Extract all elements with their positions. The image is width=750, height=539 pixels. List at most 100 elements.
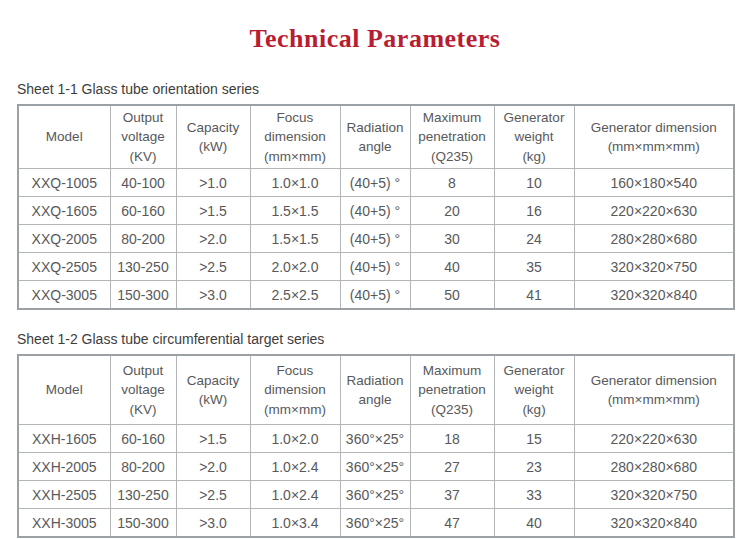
- table-cell: 280×280×680: [574, 453, 734, 481]
- table-row: XXH-1605 60-160 >1.5 1.0×2.0 360°×25° 18…: [18, 425, 734, 453]
- table-row: XXH-2005 80-200 >2.0 1.0×2.4 360°×25° 27…: [18, 453, 734, 481]
- table-cell: XXH-3005: [18, 509, 110, 538]
- table-cell: 360°×25°: [340, 425, 410, 453]
- table-cell: >2.0: [176, 225, 250, 253]
- header-model: Model: [18, 355, 110, 425]
- table-cell: XXH-1605: [18, 425, 110, 453]
- table-row: XXQ-2505 130-250 >2.5 2.0×2.0 (40+5) ° 4…: [18, 253, 734, 281]
- table-cell: 130-250: [110, 481, 176, 509]
- header-generator-dimension: Generator dimension (mm×mm×mm): [574, 355, 734, 425]
- table-cell: 60-160: [110, 425, 176, 453]
- table-cell: 8: [410, 169, 494, 197]
- table-row: XXH-3005 150-300 >3.0 1.0×3.4 360°×25° 4…: [18, 509, 734, 538]
- header-max-penetration: Maximum penetration (Q235): [410, 355, 494, 425]
- table-cell: 33: [494, 481, 574, 509]
- table-cell: >2.5: [176, 481, 250, 509]
- table-cell: 1.0×2.0: [250, 425, 340, 453]
- header-capacity: Capacity (kW): [176, 105, 250, 169]
- header-output-voltage: Output voltage (KV): [110, 355, 176, 425]
- glass-tube-circumferential-table: Model Output voltage (KV) Capacity (kW) …: [17, 354, 735, 538]
- table-cell: 320×320×840: [574, 281, 734, 310]
- table-row: XXQ-1005 40-100 >1.0 1.0×1.0 (40+5) ° 8 …: [18, 169, 734, 197]
- table-row: XXQ-2005 80-200 >2.0 1.5×1.5 (40+5) ° 30…: [18, 225, 734, 253]
- table-cell: 360°×25°: [340, 509, 410, 538]
- header-output-voltage: Output voltage (KV): [110, 105, 176, 169]
- table-cell: 1.0×2.4: [250, 453, 340, 481]
- table-cell: >1.5: [176, 197, 250, 225]
- table-cell: 1.0×3.4: [250, 509, 340, 538]
- table-cell: 320×320×840: [574, 509, 734, 538]
- table-cell: 1.5×1.5: [250, 197, 340, 225]
- table-cell: 320×320×750: [574, 253, 734, 281]
- table-cell: 50: [410, 281, 494, 310]
- technical-parameters-page: Technical Parameters Sheet 1-1 Glass tub…: [0, 0, 750, 539]
- table-cell: 60-160: [110, 197, 176, 225]
- table-cell: 10: [494, 169, 574, 197]
- table-cell: 18: [410, 425, 494, 453]
- table-cell: 47: [410, 509, 494, 538]
- table-row: XXH-2505 130-250 >2.5 1.0×2.4 360°×25° 3…: [18, 481, 734, 509]
- table-cell: 80-200: [110, 225, 176, 253]
- table-cell: (40+5) °: [340, 169, 410, 197]
- glass-tube-orientation-table: Model Output voltage (KV) Capacity (kW) …: [17, 104, 735, 310]
- table-cell: 150-300: [110, 509, 176, 538]
- table-cell: 320×320×750: [574, 481, 734, 509]
- header-capacity: Capacity (kW): [176, 355, 250, 425]
- sheet-1-1-caption: Sheet 1-1 Glass tube orientation series: [0, 81, 750, 97]
- table-cell: 220×220×630: [574, 425, 734, 453]
- table-cell: XXQ-2005: [18, 225, 110, 253]
- table-cell: (40+5) °: [340, 225, 410, 253]
- table-cell: 160×180×540: [574, 169, 734, 197]
- table-cell: XXQ-1605: [18, 197, 110, 225]
- table-row: XXQ-3005 150-300 >3.0 2.5×2.5 (40+5) ° 5…: [18, 281, 734, 310]
- table-cell: >2.5: [176, 253, 250, 281]
- header-focus-dimension: Focus dimension (mm×mm): [250, 105, 340, 169]
- table-cell: 1.0×2.4: [250, 481, 340, 509]
- table-cell: 41: [494, 281, 574, 310]
- header-radiation-angle: Radiation angle: [340, 105, 410, 169]
- table-cell: (40+5) °: [340, 253, 410, 281]
- table-cell: 2.0×2.0: [250, 253, 340, 281]
- header-model: Model: [18, 105, 110, 169]
- table-cell: 280×280×680: [574, 225, 734, 253]
- table-cell: XXH-2005: [18, 453, 110, 481]
- table-cell: 40-100: [110, 169, 176, 197]
- table-cell: (40+5) °: [340, 281, 410, 310]
- table-cell: 40: [410, 253, 494, 281]
- table-cell: >3.0: [176, 281, 250, 310]
- table-cell: 2.5×2.5: [250, 281, 340, 310]
- header-generator-weight: Generator weight (kg): [494, 355, 574, 425]
- table-cell: XXQ-3005: [18, 281, 110, 310]
- table-cell: 40: [494, 509, 574, 538]
- table-cell: >1.0: [176, 169, 250, 197]
- table-cell: 130-250: [110, 253, 176, 281]
- table-cell: XXQ-2505: [18, 253, 110, 281]
- table-cell: 16: [494, 197, 574, 225]
- table-cell: 220×220×630: [574, 197, 734, 225]
- table-cell: 20: [410, 197, 494, 225]
- table-cell: 360°×25°: [340, 453, 410, 481]
- table-cell: 150-300: [110, 281, 176, 310]
- table-cell: (40+5) °: [340, 197, 410, 225]
- table-header-row: Model Output voltage (KV) Capacity (kW) …: [18, 105, 734, 169]
- table-cell: 1.0×1.0: [250, 169, 340, 197]
- table-cell: 37: [410, 481, 494, 509]
- table-cell: 27: [410, 453, 494, 481]
- table-cell: 35: [494, 253, 574, 281]
- header-radiation-angle: Radiation angle: [340, 355, 410, 425]
- table-cell: XXQ-1005: [18, 169, 110, 197]
- table-cell: 23: [494, 453, 574, 481]
- table-cell: >2.0: [176, 453, 250, 481]
- table-cell: 1.5×1.5: [250, 225, 340, 253]
- page-title: Technical Parameters: [0, 0, 750, 54]
- table-header-row: Model Output voltage (KV) Capacity (kW) …: [18, 355, 734, 425]
- table-cell: XXH-2505: [18, 481, 110, 509]
- table-cell: 15: [494, 425, 574, 453]
- table-cell: 24: [494, 225, 574, 253]
- table-cell: >3.0: [176, 509, 250, 538]
- header-generator-dimension: Generator dimension (mm×mm×mm): [574, 105, 734, 169]
- sheet-1-2-caption: Sheet 1-2 Glass tube circumferential tar…: [0, 331, 750, 347]
- table-row: XXQ-1605 60-160 >1.5 1.5×1.5 (40+5) ° 20…: [18, 197, 734, 225]
- table-cell: >1.5: [176, 425, 250, 453]
- header-generator-weight: Generator weight (kg): [494, 105, 574, 169]
